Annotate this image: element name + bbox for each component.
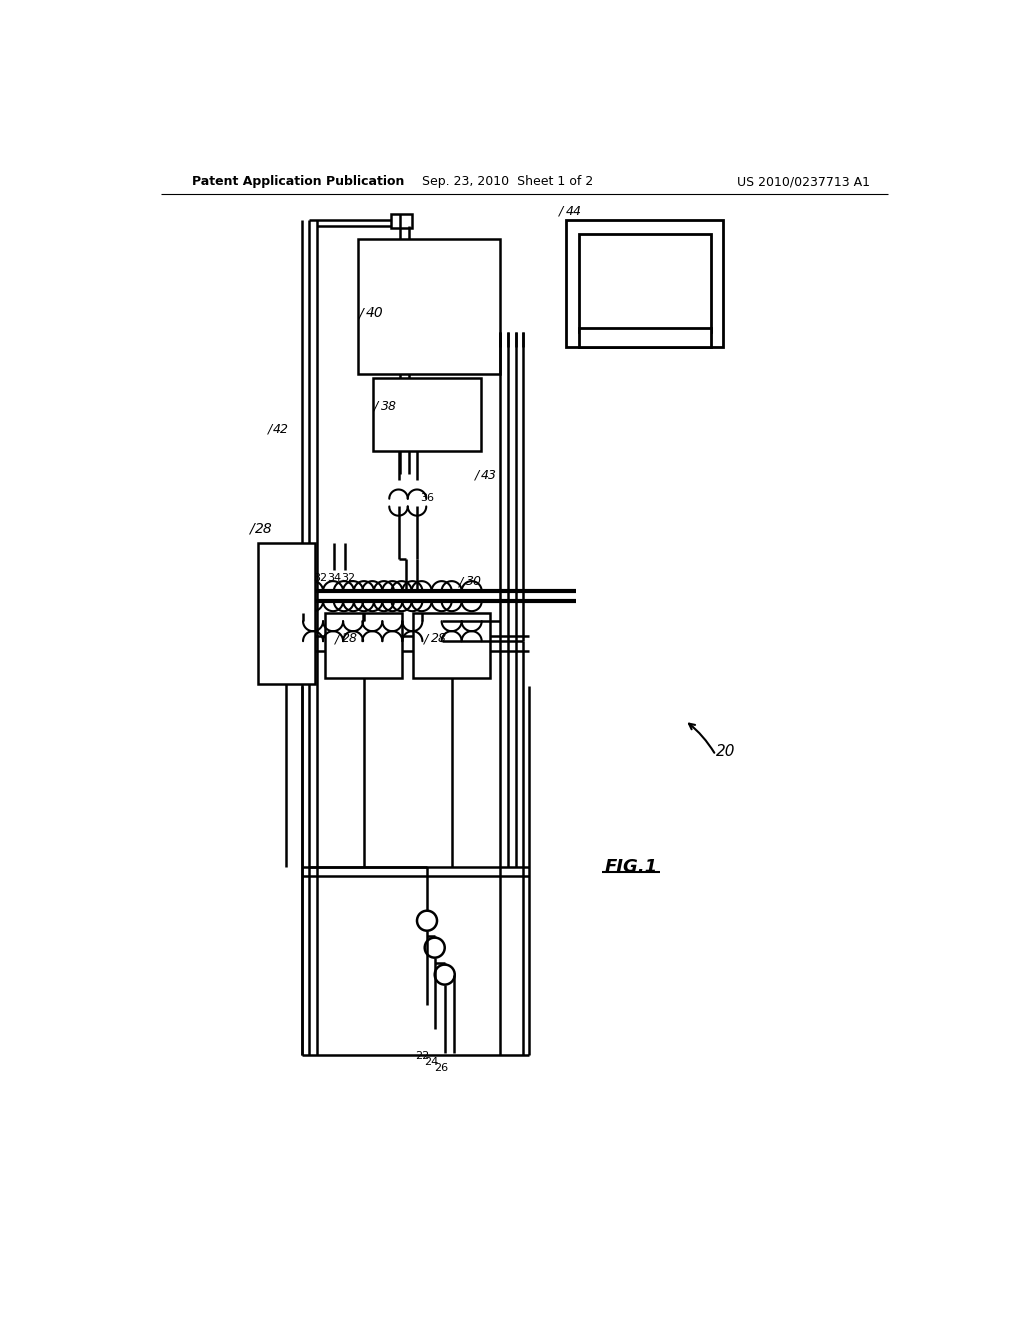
Bar bbox=[413, 612, 490, 678]
Bar bbox=[258, 544, 315, 684]
Bar bbox=[357, 239, 500, 374]
Text: 42: 42 bbox=[273, 422, 289, 436]
Text: /: / bbox=[559, 205, 563, 218]
Text: /: / bbox=[374, 400, 378, 412]
Text: FIG.1: FIG.1 bbox=[604, 858, 657, 875]
Text: 26: 26 bbox=[434, 1063, 449, 1073]
Text: 24: 24 bbox=[424, 1057, 438, 1067]
Text: /: / bbox=[358, 306, 364, 321]
Bar bbox=[579, 234, 711, 331]
Text: 32: 32 bbox=[313, 573, 328, 583]
Text: 28: 28 bbox=[431, 632, 446, 645]
Text: /: / bbox=[475, 469, 479, 482]
Text: 30: 30 bbox=[466, 576, 481, 589]
Text: 22: 22 bbox=[416, 1051, 430, 1061]
Text: 34: 34 bbox=[328, 573, 342, 583]
Bar bbox=[391, 214, 413, 227]
Bar bbox=[326, 612, 402, 678]
Text: /: / bbox=[267, 422, 271, 436]
Bar bbox=[565, 220, 724, 347]
Text: 43: 43 bbox=[481, 469, 497, 482]
Bar bbox=[373, 378, 481, 451]
Text: 28: 28 bbox=[342, 632, 357, 645]
Text: 36: 36 bbox=[420, 494, 434, 503]
Text: 44: 44 bbox=[565, 205, 582, 218]
Text: /: / bbox=[460, 576, 464, 589]
Text: 40: 40 bbox=[366, 306, 383, 321]
Text: Patent Application Publication: Patent Application Publication bbox=[193, 176, 404, 187]
Text: /: / bbox=[424, 632, 428, 645]
Text: 20: 20 bbox=[716, 744, 735, 759]
Text: 32: 32 bbox=[342, 573, 355, 583]
Text: 38: 38 bbox=[381, 400, 397, 412]
Text: Sep. 23, 2010  Sheet 1 of 2: Sep. 23, 2010 Sheet 1 of 2 bbox=[422, 176, 594, 187]
Text: 28: 28 bbox=[255, 521, 273, 536]
Text: /: / bbox=[249, 521, 254, 536]
Text: US 2010/0237713 A1: US 2010/0237713 A1 bbox=[736, 176, 869, 187]
Bar bbox=[579, 327, 711, 347]
Text: /: / bbox=[335, 632, 339, 645]
